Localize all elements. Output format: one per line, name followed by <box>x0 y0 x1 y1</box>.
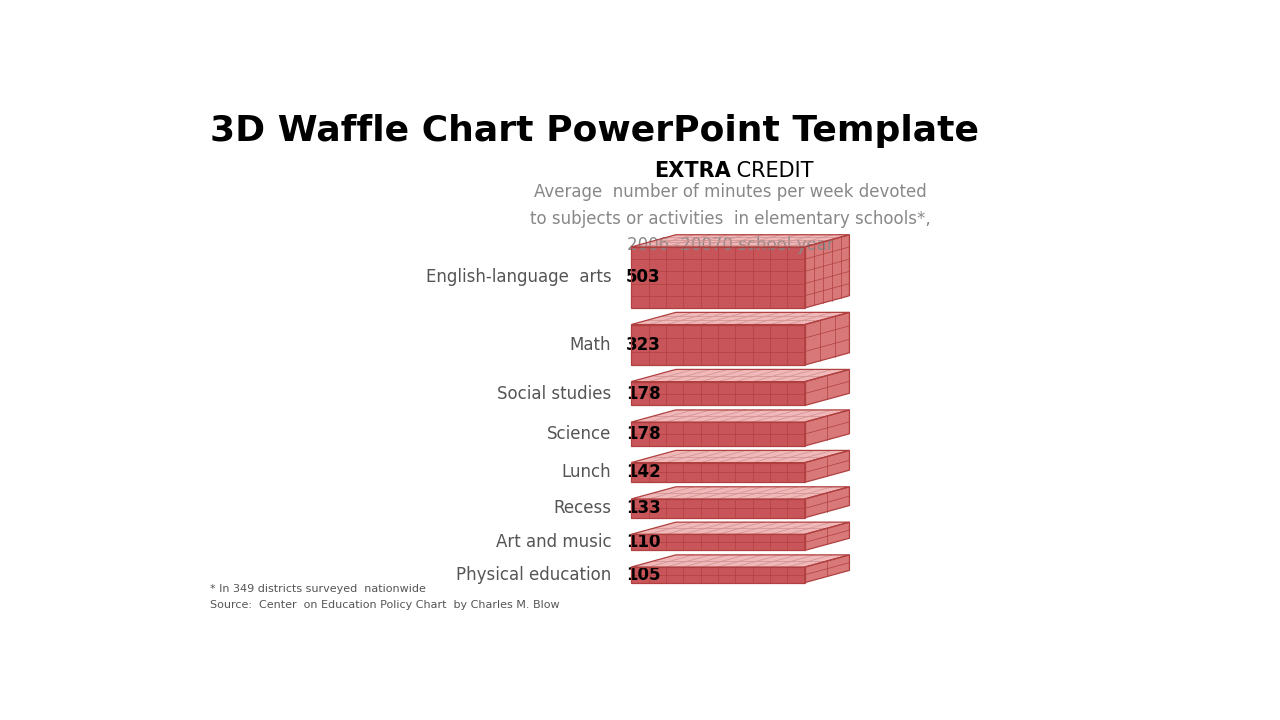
Polygon shape <box>631 499 805 518</box>
Polygon shape <box>631 325 805 365</box>
Polygon shape <box>631 382 805 405</box>
Text: 110: 110 <box>626 534 660 552</box>
Polygon shape <box>631 312 850 325</box>
Polygon shape <box>805 555 850 582</box>
Text: Math: Math <box>570 336 612 354</box>
Polygon shape <box>805 451 850 482</box>
Polygon shape <box>631 487 850 499</box>
Polygon shape <box>631 555 850 567</box>
Text: CREDIT: CREDIT <box>731 161 814 181</box>
Text: 503: 503 <box>626 269 660 287</box>
Text: Social studies: Social studies <box>497 384 612 402</box>
Text: Source:  Center  on Education Policy Chart  by Charles M. Blow: Source: Center on Education Policy Chart… <box>210 600 559 611</box>
Text: Science: Science <box>547 425 612 443</box>
Polygon shape <box>631 522 850 534</box>
Text: 323: 323 <box>626 336 660 354</box>
Polygon shape <box>805 312 850 365</box>
Text: Art and music: Art and music <box>495 534 612 552</box>
Polygon shape <box>805 235 850 308</box>
Text: 178: 178 <box>626 384 660 402</box>
Text: Recess: Recess <box>553 500 612 518</box>
Text: Physical education: Physical education <box>456 566 612 584</box>
Text: * In 349 districts surveyed  nationwide: * In 349 districts surveyed nationwide <box>210 584 425 594</box>
Polygon shape <box>631 463 805 482</box>
Polygon shape <box>631 235 850 247</box>
Text: Lunch: Lunch <box>562 464 612 482</box>
Text: Average  number of minutes per week devoted
to subjects or activities  in elemen: Average number of minutes per week devot… <box>530 184 931 254</box>
Polygon shape <box>631 369 850 382</box>
Text: 105: 105 <box>626 566 660 584</box>
Polygon shape <box>631 247 805 308</box>
Polygon shape <box>631 567 805 582</box>
Polygon shape <box>631 451 850 463</box>
Text: 142: 142 <box>626 464 660 482</box>
Text: EXTRA: EXTRA <box>654 161 731 181</box>
Polygon shape <box>631 534 805 550</box>
Text: 133: 133 <box>626 500 660 518</box>
Text: 3D Waffle Chart PowerPoint Template: 3D Waffle Chart PowerPoint Template <box>210 114 979 148</box>
Text: English-language  arts: English-language arts <box>426 269 612 287</box>
Polygon shape <box>805 410 850 446</box>
Text: 178: 178 <box>626 425 660 443</box>
Polygon shape <box>631 422 805 446</box>
Polygon shape <box>805 369 850 405</box>
Polygon shape <box>805 487 850 518</box>
Polygon shape <box>631 410 850 422</box>
Polygon shape <box>805 522 850 550</box>
